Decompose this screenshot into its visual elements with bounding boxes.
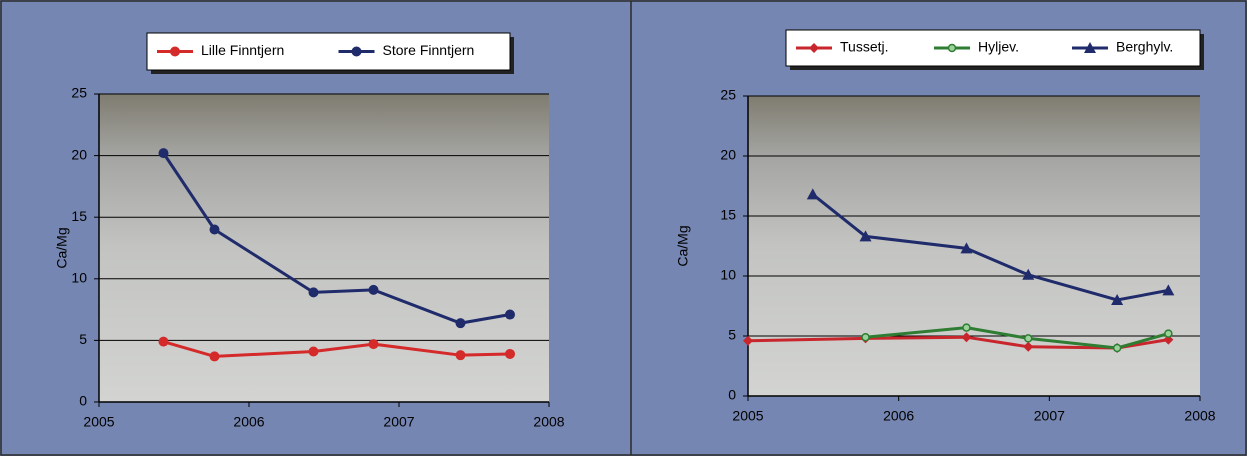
marker [456,350,466,360]
marker [862,334,869,341]
y-tick-label: 10 [720,267,736,283]
y-tick-label: 20 [71,146,87,162]
marker [159,337,169,347]
marker [1025,335,1032,342]
legend-marker [949,45,956,52]
legend-label: Tussetj. [840,39,889,55]
y-tick-label: 5 [728,327,736,343]
marker [1165,330,1172,337]
marker [210,225,220,235]
legend-label: Berghylv. [1116,39,1173,55]
x-tick-label: 2005 [83,414,114,430]
y-tick-label: 25 [720,87,736,103]
marker [369,285,379,295]
marker [505,310,515,320]
marker [309,346,319,356]
x-tick-label: 2006 [233,414,264,430]
dashboard: 05101520252005200620072008Ca/MgLille Fin… [0,0,1247,456]
legend-marker [352,47,362,57]
legend-marker [170,47,180,57]
marker [456,318,466,328]
y-tick-label: 15 [71,208,87,224]
x-tick-label: 2008 [1184,408,1215,424]
x-tick-label: 2008 [533,414,564,430]
x-tick-label: 2007 [1034,408,1065,424]
legend-label: Store Finntjern [383,42,475,58]
x-tick-label: 2005 [732,408,763,424]
marker [369,339,379,349]
y-tick-label: 0 [79,393,87,409]
y-tick-label: 15 [720,207,736,223]
marker [309,287,319,297]
y-tick-label: 10 [71,270,87,286]
plot-area [748,96,1200,396]
y-tick-label: 0 [728,387,736,403]
x-tick-label: 2006 [883,408,914,424]
legend-label: Lille Finntjern [201,42,284,58]
y-axis-label: Ca/Mg [675,225,691,266]
legend-label: Hyljev. [978,39,1019,55]
marker [210,351,220,361]
y-tick-label: 5 [79,331,87,347]
x-tick-label: 2007 [383,414,414,430]
y-axis-label: Ca/Mg [54,227,70,268]
marker [505,349,515,359]
y-tick-label: 25 [71,85,87,101]
marker [963,324,970,331]
marker [1114,345,1121,352]
marker [159,148,169,158]
y-tick-label: 20 [720,147,736,163]
